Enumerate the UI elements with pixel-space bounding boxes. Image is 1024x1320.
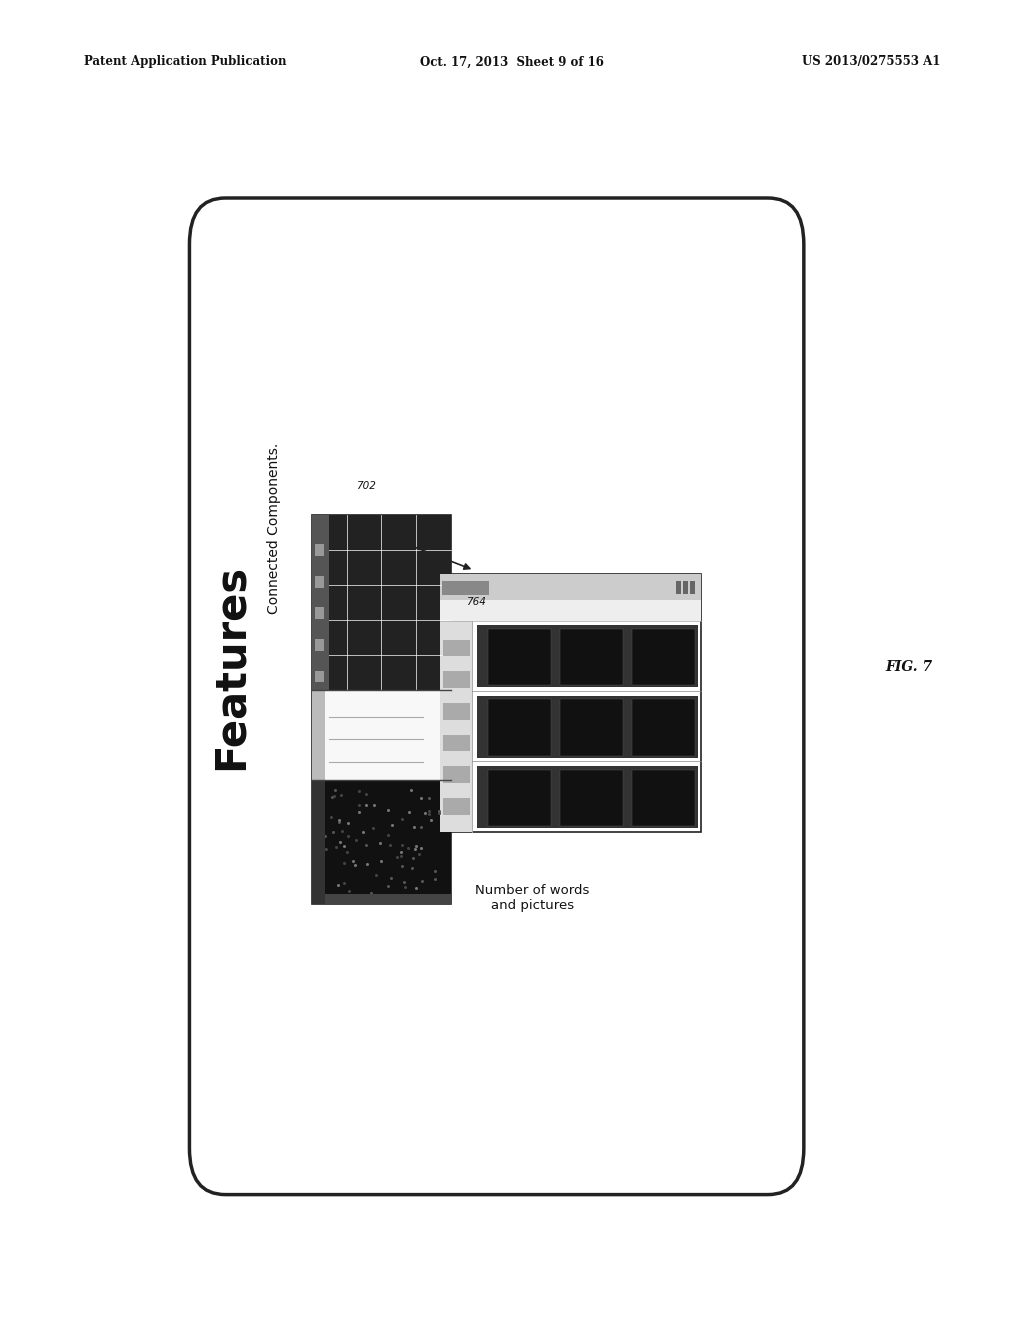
Bar: [560, 628, 623, 685]
Bar: [477, 766, 698, 828]
Bar: [676, 581, 681, 594]
Bar: [315, 671, 324, 682]
Bar: [443, 639, 470, 656]
Bar: [477, 696, 698, 758]
Bar: [443, 797, 470, 814]
Bar: [312, 690, 451, 780]
Bar: [315, 576, 324, 587]
Bar: [315, 544, 324, 556]
Bar: [312, 690, 325, 780]
Bar: [632, 700, 694, 755]
Bar: [560, 770, 623, 826]
Bar: [560, 700, 623, 755]
Bar: [443, 702, 470, 719]
Bar: [690, 581, 695, 594]
Bar: [315, 639, 324, 651]
Bar: [440, 599, 701, 620]
Bar: [312, 515, 451, 904]
Text: Number of words
and pictures: Number of words and pictures: [475, 884, 590, 912]
Text: Features: Features: [209, 564, 252, 770]
Text: Connected Components.: Connected Components.: [267, 442, 282, 614]
Bar: [440, 574, 701, 832]
Bar: [683, 581, 688, 594]
Text: FIG. 7: FIG. 7: [886, 660, 933, 673]
Bar: [440, 620, 472, 832]
Bar: [442, 581, 489, 595]
Bar: [312, 895, 451, 904]
Bar: [477, 626, 698, 688]
Bar: [440, 574, 701, 599]
Bar: [312, 780, 451, 904]
Bar: [312, 515, 451, 690]
Bar: [488, 770, 551, 826]
Bar: [312, 515, 329, 690]
Bar: [443, 734, 470, 751]
Bar: [312, 780, 325, 904]
Bar: [632, 770, 694, 826]
Text: US 2013/0275553 A1: US 2013/0275553 A1: [802, 55, 940, 69]
Bar: [443, 766, 470, 783]
Bar: [488, 700, 551, 755]
Text: Oct. 17, 2013  Sheet 9 of 16: Oct. 17, 2013 Sheet 9 of 16: [420, 55, 604, 69]
FancyBboxPatch shape: [189, 198, 804, 1195]
Bar: [443, 671, 470, 688]
Text: 764: 764: [466, 597, 485, 607]
Text: Patent Application Publication: Patent Application Publication: [84, 55, 287, 69]
Bar: [488, 628, 551, 685]
Bar: [315, 607, 324, 619]
Bar: [632, 628, 694, 685]
Text: 702: 702: [356, 480, 376, 491]
